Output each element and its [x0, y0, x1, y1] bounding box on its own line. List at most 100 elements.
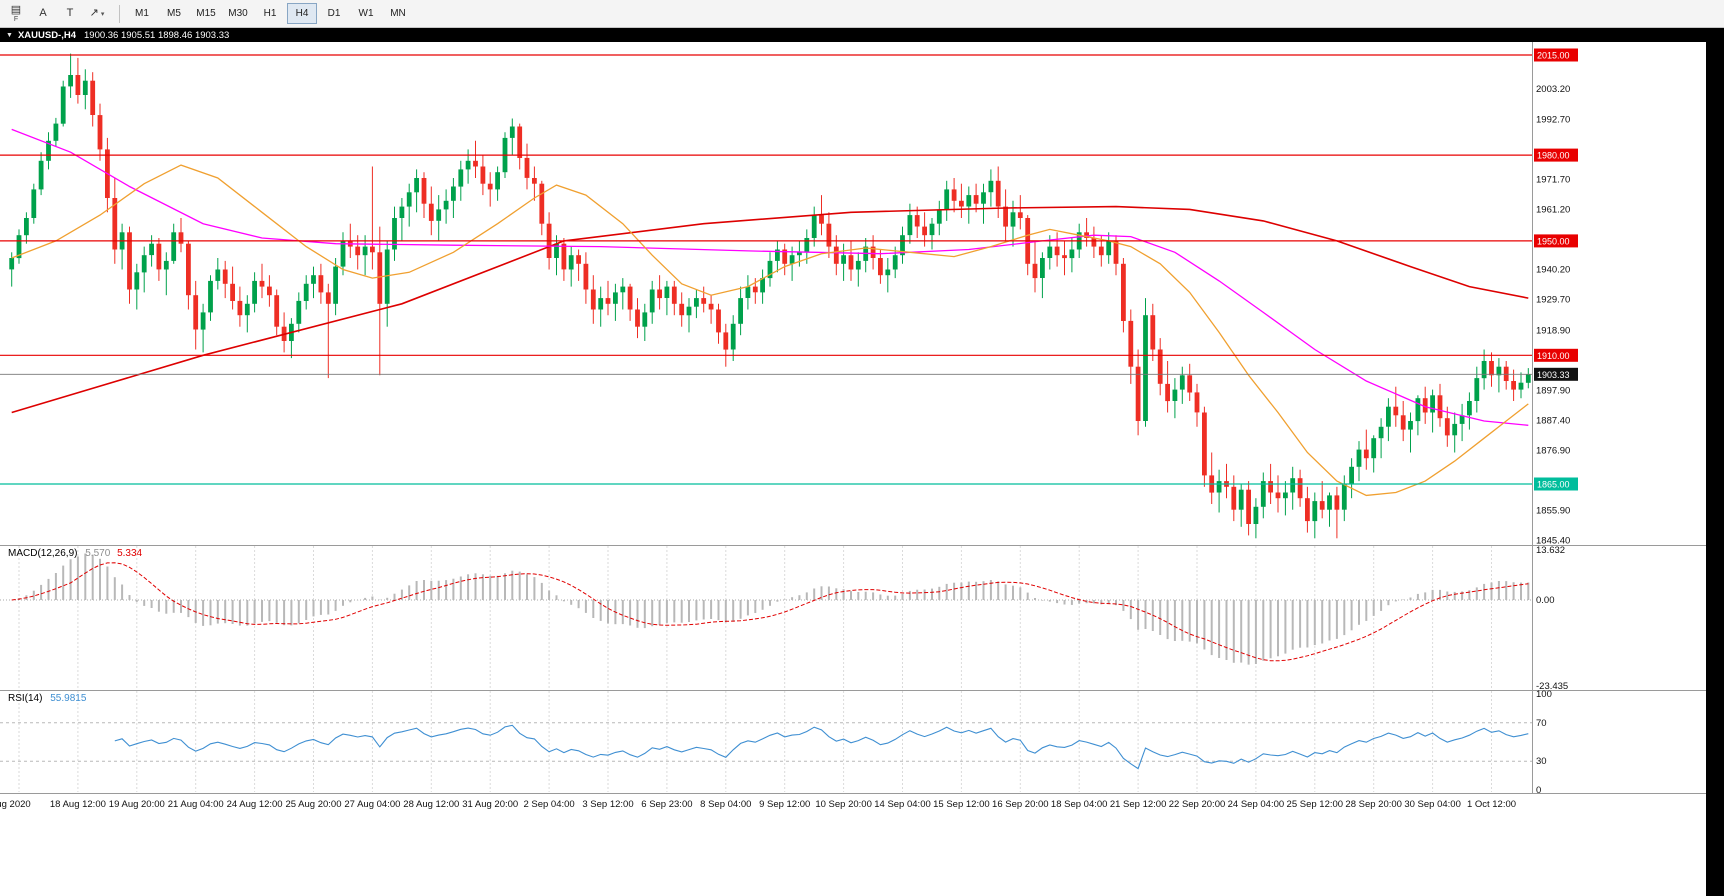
svg-text:25 Aug 20:00: 25 Aug 20:00 — [286, 799, 342, 810]
svg-text:30 Sep 04:00: 30 Sep 04:00 — [1404, 799, 1461, 810]
timeframe-button-mn[interactable]: MN — [390, 8, 406, 19]
price-level-tag — [1534, 234, 1578, 248]
svg-text:70: 70 — [1536, 718, 1547, 729]
svg-text:2 Sep 04:00: 2 Sep 04:00 — [523, 799, 574, 810]
svg-text:1992.70: 1992.70 — [1536, 114, 1570, 125]
price-level-tag — [1534, 48, 1578, 62]
svg-text:1961.20: 1961.20 — [1536, 204, 1570, 215]
svg-text:30: 30 — [1536, 756, 1547, 767]
svg-text:100: 100 — [1536, 689, 1552, 700]
svg-text:1 Oct 12:00: 1 Oct 12:00 — [1467, 799, 1516, 810]
svg-text:24 Sep 04:00: 24 Sep 04:00 — [1228, 799, 1285, 810]
svg-text:27 Aug 04:00: 27 Aug 04:00 — [344, 799, 400, 810]
macd-signal-line — [11, 562, 1529, 662]
price-level-tag — [1534, 148, 1578, 162]
svg-text:1940.20: 1940.20 — [1536, 264, 1570, 275]
svg-text:1910.00: 1910.00 — [1537, 351, 1570, 361]
svg-text:31 Aug 20:00: 31 Aug 20:00 — [462, 799, 518, 810]
price-level-tag — [1534, 348, 1578, 362]
ma-mid-magenta — [11, 128, 1529, 426]
timeframe-button-h1[interactable]: H1 — [263, 8, 277, 19]
timeframe-toolbar: M1 M5 M15 M30 H1 H4 D1 W1 MN — [127, 3, 415, 24]
tool-button-annotation-a[interactable]: A — [31, 2, 55, 26]
tool-button-draw-arrow-tool[interactable]: ↗ ▾ — [85, 2, 109, 26]
svg-text:9 Sep 12:00: 9 Sep 12:00 — [759, 799, 810, 810]
svg-text:1865.00: 1865.00 — [1537, 479, 1570, 489]
draw-arrow-tool-icon: ↗ — [89, 7, 99, 19]
svg-text:2015.00: 2015.00 — [1537, 51, 1570, 61]
svg-text:10 Sep 20:00: 10 Sep 20:00 — [815, 799, 872, 810]
svg-text:1876.90: 1876.90 — [1536, 445, 1570, 456]
svg-text:8 Sep 04:00: 8 Sep 04:00 — [700, 799, 751, 810]
timeframe-button-w1[interactable]: W1 — [358, 8, 374, 19]
timeframe-button-m1[interactable]: M1 — [135, 8, 149, 19]
charts-grid-icon: ▤ — [10, 3, 22, 16]
svg-text:1855.90: 1855.90 — [1536, 505, 1570, 516]
right-edge-strip — [1706, 28, 1724, 896]
svg-text:15 Sep 12:00: 15 Sep 12:00 — [933, 799, 990, 810]
svg-text:1929.70: 1929.70 — [1536, 294, 1570, 305]
main-toolbar: ▤ F A T ↗ ▾ M1 M5 M15 M30 H1 H4 D1 W1 MN — [0, 0, 1724, 28]
dropdown-caret-icon: ▾ — [100, 10, 105, 18]
svg-text:25 Sep 12:00: 25 Sep 12:00 — [1287, 799, 1344, 810]
svg-text:16 Sep 20:00: 16 Sep 20:00 — [992, 799, 1049, 810]
svg-text:3 Sep 12:00: 3 Sep 12:00 — [582, 799, 633, 810]
timeframe-button-h4[interactable]: H4 — [287, 3, 317, 24]
horizontal-levels[interactable] — [0, 48, 1578, 491]
symbol-title-bar: ▼ XAUUSD-,H4 1900.36 1905.51 1898.46 190… — [0, 28, 1724, 42]
svg-text:21 Aug 04:00: 21 Aug 04:00 — [168, 799, 224, 810]
svg-text:22 Sep 20:00: 22 Sep 20:00 — [1169, 799, 1226, 810]
tool-button-text-tool[interactable]: T — [58, 2, 82, 26]
svg-text:1918.90: 1918.90 — [1536, 325, 1570, 336]
svg-text:14 Sep 04:00: 14 Sep 04:00 — [874, 799, 931, 810]
svg-text:1950.00: 1950.00 — [1537, 236, 1570, 246]
svg-text:18 Aug 12:00: 18 Aug 12:00 — [50, 799, 106, 810]
price-level-tag — [1534, 477, 1578, 491]
ma-slow-red — [11, 205, 1529, 414]
rsi-name: RSI(14) — [8, 693, 43, 704]
svg-text:2003.20: 2003.20 — [1536, 84, 1570, 95]
candlestick-series — [9, 53, 1531, 539]
timeframe-button-m30[interactable]: M30 — [228, 8, 248, 19]
tool-sub-label: F — [13, 15, 19, 23]
macd-name: MACD(12,26,9) — [8, 548, 78, 559]
svg-text:24 Aug 12:00: 24 Aug 12:00 — [227, 799, 283, 810]
svg-text:13.632: 13.632 — [1536, 545, 1565, 556]
toolbar-separator — [119, 4, 120, 23]
svg-text:0: 0 — [1536, 785, 1541, 796]
macd-indicator-label: MACD(12,26,9) 5.570 5.334 — [8, 548, 142, 559]
svg-text:-23.435: -23.435 — [1536, 681, 1568, 692]
indicator-grid — [18, 546, 1492, 792]
svg-text:1980.00: 1980.00 — [1537, 151, 1570, 161]
toolbar-tools: ▤ F A T ↗ ▾ — [4, 2, 112, 26]
svg-text:1845.40: 1845.40 — [1536, 536, 1570, 547]
svg-text:0.00: 0.00 — [1536, 595, 1555, 606]
timeframe-button-m5[interactable]: M5 — [167, 8, 181, 19]
text-tool-icon: T — [66, 7, 74, 19]
rsi-value: 55.9815 — [50, 693, 87, 704]
annotation-a-icon: A — [39, 7, 47, 19]
collapse-arrow-icon[interactable]: ▼ — [6, 31, 13, 39]
macd-main-value: 5.570 — [85, 548, 111, 559]
symbol-timeframe-label: XAUUSD-,H4 — [17, 29, 76, 41]
ma-fast-orange — [11, 164, 1529, 497]
svg-text:28 Aug 12:00: 28 Aug 12:00 — [403, 799, 459, 810]
svg-text:28 Sep 20:00: 28 Sep 20:00 — [1345, 799, 1402, 810]
svg-text:1903.33: 1903.33 — [1537, 370, 1570, 380]
svg-text:1887.40: 1887.40 — [1536, 415, 1570, 426]
tool-button-charts-grid[interactable]: ▤ F — [4, 2, 28, 26]
timeframe-button-d1[interactable]: D1 — [327, 8, 341, 19]
svg-text:1897.90: 1897.90 — [1536, 385, 1570, 396]
svg-text:19 Aug 20:00: 19 Aug 20:00 — [109, 799, 165, 810]
svg-text:17 Aug 2020: 17 Aug 2020 — [0, 799, 31, 810]
macd-histogram — [18, 553, 1530, 665]
current-price-tag — [1534, 367, 1578, 381]
svg-text:18 Sep 04:00: 18 Sep 04:00 — [1051, 799, 1108, 810]
ohlc-readout: 1900.36 1905.51 1898.46 1903.33 — [84, 29, 230, 41]
svg-text:21 Sep 12:00: 21 Sep 12:00 — [1110, 799, 1167, 810]
macd-signal-value: 5.334 — [117, 548, 143, 559]
timeframe-button-m15[interactable]: M15 — [196, 8, 216, 19]
svg-text:6 Sep 23:00: 6 Sep 23:00 — [641, 799, 692, 810]
